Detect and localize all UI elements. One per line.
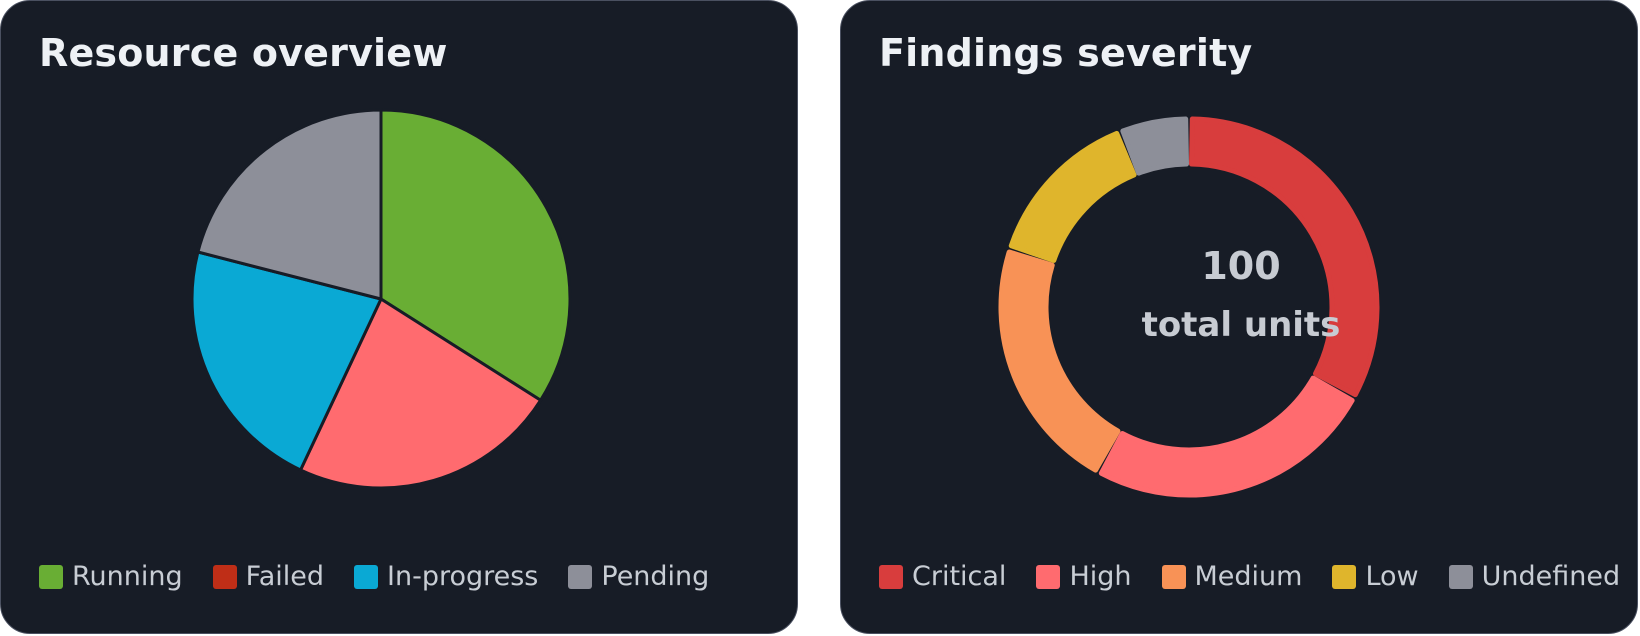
legend-item-failed[interactable]: Failed — [212, 561, 324, 592]
donut-segment-medium[interactable] — [998, 249, 1121, 473]
legend-item-running[interactable]: Running — [39, 561, 183, 592]
legend-item-high[interactable]: High — [1036, 561, 1132, 592]
resource-overview-legend: Running Failed In-progress Pending — [39, 561, 709, 592]
legend-item-medium[interactable]: Medium — [1161, 561, 1303, 592]
resource-overview-title: Resource overview — [39, 31, 448, 75]
donut-center-value: 100 — [1201, 244, 1280, 288]
legend-swatch-critical — [879, 564, 903, 589]
legend-label-high: High — [1069, 561, 1132, 592]
legend-item-in-progress[interactable]: In-progress — [354, 561, 538, 592]
legend-label-running: Running — [72, 561, 183, 592]
findings-severity-title: Findings severity — [879, 31, 1253, 75]
legend-label-medium: Medium — [1194, 561, 1303, 592]
legend-swatch-high — [1036, 564, 1061, 589]
legend-swatch-running — [39, 564, 63, 589]
legend-swatch-low — [1332, 564, 1357, 589]
legend-swatch-pending — [568, 564, 593, 589]
legend-label-undefined: Undefined — [1481, 561, 1621, 592]
legend-swatch-undefined — [1448, 564, 1473, 589]
donut-segment-undefined[interactable] — [1120, 116, 1189, 176]
legend-label-pending: Pending — [601, 561, 710, 592]
donut-segment-critical[interactable] — [1189, 116, 1380, 398]
legend-label-in-progress: In-progress — [387, 561, 539, 592]
legend-swatch-failed — [212, 564, 237, 589]
donut-segment-high[interactable] — [1098, 375, 1355, 498]
legend-swatch-in-progress — [354, 564, 378, 589]
legend-label-low: Low — [1365, 561, 1419, 592]
legend-item-undefined[interactable]: Undefined — [1448, 561, 1621, 592]
findings-severity-donut-chart: 100 total units — [998, 116, 1380, 498]
resource-overview-pie-chart — [190, 108, 572, 490]
legend-item-pending[interactable]: Pending — [568, 561, 709, 592]
findings-severity-card: Findings severity 100 total units Critic… — [840, 0, 1638, 634]
legend-label-failed: Failed — [245, 561, 324, 592]
pie-slice-pending[interactable] — [196, 108, 383, 301]
legend-item-critical[interactable]: Critical — [879, 561, 1006, 592]
donut-segment-low[interactable] — [1008, 130, 1137, 263]
findings-severity-legend: Critical High Medium Low Undefined — [879, 561, 1620, 592]
resource-overview-card: Resource overview Running Failed In-progre… — [0, 0, 798, 634]
legend-swatch-medium — [1161, 564, 1186, 589]
legend-item-low[interactable]: Low — [1332, 561, 1419, 592]
legend-label-critical: Critical — [912, 561, 1007, 592]
donut-center-label: total units — [1142, 305, 1341, 345]
pie-slice-failed[interactable] — [299, 297, 543, 490]
pie-slice-in-progress[interactable] — [190, 250, 383, 472]
